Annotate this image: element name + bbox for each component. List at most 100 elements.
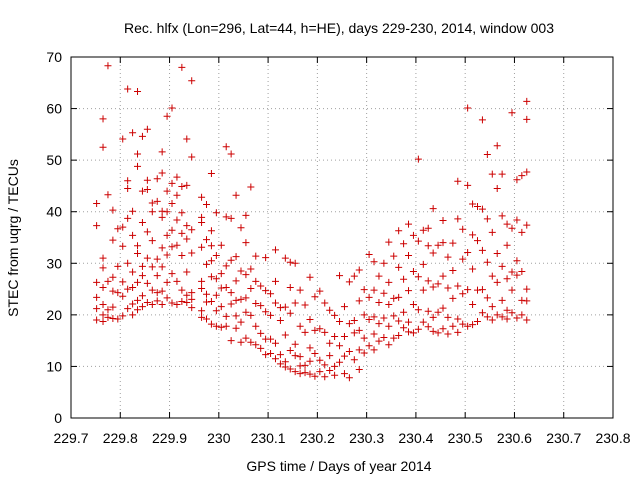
data-point bbox=[508, 286, 516, 294]
data-point bbox=[158, 148, 166, 156]
data-point bbox=[474, 286, 481, 294]
data-point bbox=[439, 304, 447, 312]
data-point bbox=[296, 370, 304, 378]
data-point bbox=[281, 303, 289, 311]
data-point bbox=[173, 277, 181, 285]
data-point bbox=[203, 236, 210, 244]
data-point bbox=[370, 258, 378, 266]
data-point bbox=[114, 262, 122, 270]
data-point bbox=[469, 301, 477, 309]
data-point bbox=[232, 277, 240, 285]
data-point bbox=[424, 242, 432, 250]
data-point bbox=[518, 311, 526, 319]
data-point bbox=[400, 275, 408, 283]
data-point bbox=[385, 322, 393, 330]
data-point bbox=[262, 287, 270, 295]
data-point bbox=[360, 286, 368, 294]
data-point bbox=[469, 321, 477, 329]
data-point bbox=[355, 366, 363, 374]
data-point bbox=[138, 292, 146, 300]
data-point bbox=[257, 302, 265, 310]
data-point bbox=[252, 300, 260, 308]
data-point bbox=[124, 185, 132, 193]
data-point bbox=[163, 231, 171, 239]
data-point bbox=[267, 350, 275, 358]
data-point bbox=[523, 316, 531, 324]
data-point bbox=[409, 268, 417, 276]
data-point bbox=[148, 237, 156, 245]
data-point bbox=[488, 316, 496, 324]
data-point bbox=[316, 356, 324, 364]
data-point bbox=[350, 329, 358, 337]
data-point bbox=[212, 209, 220, 217]
data-point bbox=[93, 316, 101, 324]
data-point bbox=[306, 273, 314, 281]
data-point bbox=[119, 135, 127, 143]
data-point bbox=[134, 306, 142, 314]
data-point bbox=[93, 278, 101, 286]
data-point bbox=[380, 289, 388, 297]
data-point bbox=[173, 301, 181, 309]
data-point bbox=[355, 326, 363, 334]
data-point bbox=[252, 322, 260, 330]
data-point bbox=[513, 216, 521, 224]
data-point bbox=[321, 299, 329, 307]
data-point bbox=[454, 315, 462, 323]
data-point bbox=[429, 283, 437, 291]
data-point bbox=[405, 287, 413, 295]
data-point bbox=[306, 357, 314, 365]
data-point bbox=[469, 231, 477, 239]
data-point bbox=[217, 303, 225, 311]
data-point bbox=[232, 296, 240, 304]
data-point bbox=[198, 307, 206, 315]
data-point bbox=[134, 278, 142, 286]
data-point bbox=[409, 301, 417, 309]
data-point bbox=[276, 360, 284, 368]
data-point bbox=[424, 224, 432, 232]
data-point bbox=[168, 199, 176, 207]
data-point bbox=[385, 301, 393, 309]
data-point bbox=[380, 334, 388, 342]
data-point bbox=[99, 284, 107, 292]
data-point bbox=[336, 272, 344, 280]
data-point bbox=[439, 239, 447, 247]
data-point bbox=[326, 352, 334, 360]
data-point bbox=[207, 242, 215, 250]
data-point bbox=[153, 255, 161, 263]
data-point bbox=[158, 244, 166, 252]
x-tick-label: 229.9 bbox=[152, 430, 187, 446]
data-point bbox=[355, 297, 363, 305]
data-point bbox=[414, 237, 422, 245]
data-point bbox=[523, 97, 531, 105]
data-point bbox=[242, 294, 250, 302]
data-point bbox=[444, 284, 452, 292]
data-point bbox=[439, 325, 447, 333]
data-point bbox=[459, 290, 467, 298]
data-point bbox=[232, 253, 240, 261]
data-point bbox=[429, 327, 437, 335]
data-point bbox=[296, 322, 304, 330]
data-point bbox=[109, 273, 117, 281]
y-tick-label: 10 bbox=[46, 358, 62, 374]
data-point bbox=[104, 313, 112, 321]
data-point bbox=[444, 313, 452, 321]
data-point bbox=[129, 300, 137, 308]
data-point bbox=[395, 293, 403, 301]
data-point bbox=[419, 318, 427, 326]
data-point bbox=[424, 307, 432, 315]
data-point bbox=[143, 279, 151, 287]
data-point bbox=[350, 272, 358, 280]
data-point bbox=[434, 280, 442, 288]
data-point bbox=[459, 255, 467, 263]
data-point bbox=[198, 219, 206, 227]
data-point bbox=[488, 272, 496, 280]
data-point bbox=[237, 338, 245, 346]
data-point bbox=[109, 287, 117, 295]
data-point bbox=[222, 312, 230, 320]
data-point bbox=[109, 314, 117, 322]
y-axis-label: STEC from uqrg / TECUs bbox=[5, 159, 21, 317]
data-point bbox=[419, 226, 427, 234]
data-point bbox=[523, 168, 531, 176]
data-point bbox=[483, 313, 491, 321]
data-point bbox=[434, 329, 442, 337]
